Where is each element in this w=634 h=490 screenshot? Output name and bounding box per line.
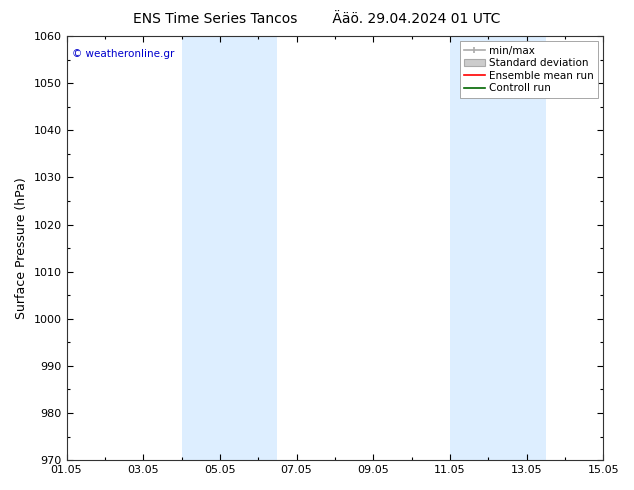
Text: ENS Time Series Tancos        Ääö. 29.04.2024 01 UTC: ENS Time Series Tancos Ääö. 29.04.2024 0… xyxy=(133,12,501,26)
Bar xyxy=(450,36,488,460)
Bar xyxy=(220,36,277,460)
Bar xyxy=(488,36,546,460)
Legend: min/max, Standard deviation, Ensemble mean run, Controll run: min/max, Standard deviation, Ensemble me… xyxy=(460,41,598,98)
Bar xyxy=(181,36,220,460)
Y-axis label: Surface Pressure (hPa): Surface Pressure (hPa) xyxy=(15,177,28,319)
Text: © weatheronline.gr: © weatheronline.gr xyxy=(72,49,174,59)
